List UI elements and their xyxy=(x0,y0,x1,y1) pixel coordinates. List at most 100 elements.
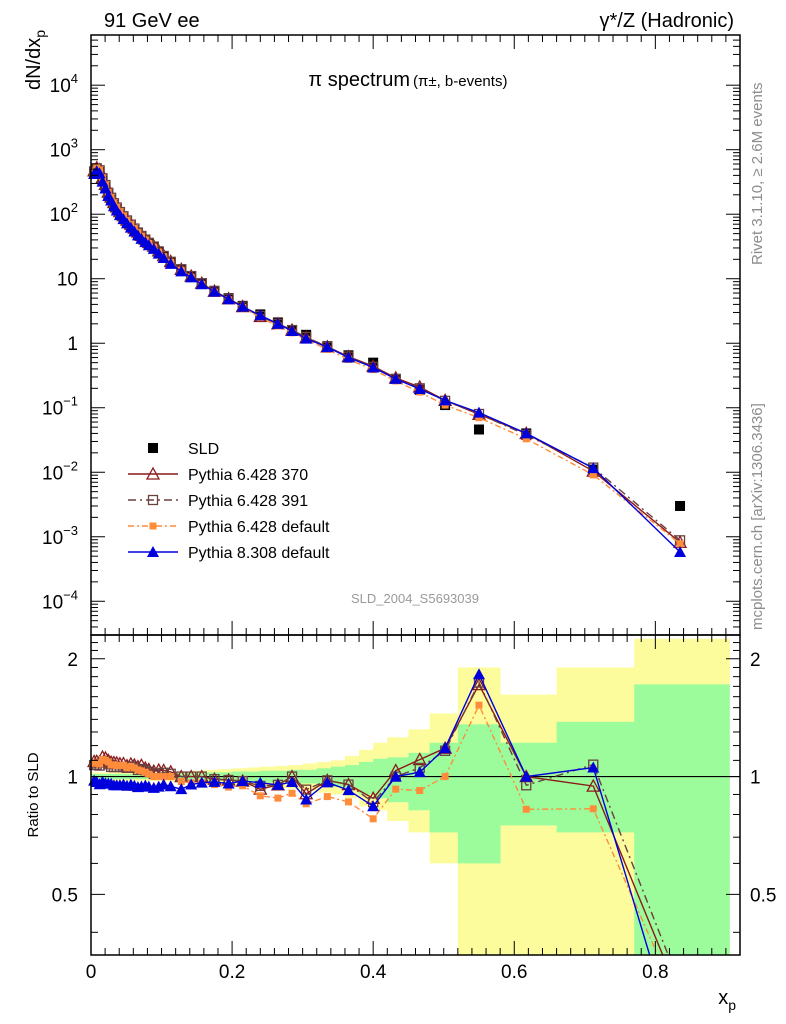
ratio-point-pythia-8-308-default xyxy=(300,793,313,805)
side-note-rivet: Rivet 3.1.10, ≥ 2.6M events xyxy=(749,83,766,266)
ratio-point-pythia-8-308-default xyxy=(208,775,221,787)
point-pythia-6-428-default xyxy=(676,540,684,548)
legend-marker-sld xyxy=(148,443,158,453)
ratio-point-pythia-6-428-default xyxy=(119,761,127,769)
ratio-point-pythia-6-428-default xyxy=(256,792,264,800)
ratio-point-pythia-6-428-default xyxy=(167,773,175,781)
ratio-point-pythia-6-428-default xyxy=(145,770,153,778)
ratio-point-pythia-6-428-default xyxy=(177,777,185,785)
series-line-pythia-6-428-default xyxy=(93,167,681,545)
side-note-mcplots: mcplots.cern.ch [arXiv:1306.3436] xyxy=(749,403,766,630)
ratio-tick-label: 2 xyxy=(67,650,78,671)
y-tick-label: 104 xyxy=(50,71,78,97)
ratio-point-pythia-8-308-default xyxy=(236,775,249,787)
x-axis-label: xp xyxy=(718,987,736,1013)
y-label-main: dN/dx xyxy=(23,38,45,90)
y-tick-label: 10−1 xyxy=(42,394,78,420)
point-pythia-8-308-default xyxy=(587,462,600,474)
point-pythia-8-308-default xyxy=(286,324,299,336)
ratio-point-pythia-8-308-default xyxy=(195,776,208,788)
legend-marker-pythia-8-308-default xyxy=(147,546,159,557)
y-tick-label: 10 xyxy=(57,270,78,291)
legend-label-sld: SLD xyxy=(188,441,219,458)
ratio-point-pythia-8-308-default xyxy=(286,775,299,787)
ratio-point-pythia-8-308-default xyxy=(321,776,334,788)
ratio-point-pythia-6-428-default xyxy=(416,787,424,795)
ratio-point-pythia-8-308-default xyxy=(164,780,177,792)
legend-label-pythia-6-428-391: Pythia 6.428 391 xyxy=(188,493,308,510)
ratio-point-pythia-8-308-default xyxy=(342,784,355,796)
legend-label-pythia-6-428-370: Pythia 6.428 370 xyxy=(188,467,308,484)
legend-marker-pythia-6-428-370 xyxy=(145,466,161,480)
legend-marker-pythia-6-428-391 xyxy=(147,494,159,506)
point-pythia-8-308-default xyxy=(195,278,208,290)
stat-band-bin xyxy=(359,761,374,795)
ratio-point-pythia-6-428-370 xyxy=(412,752,427,766)
ratio-point-pythia-6-428-default xyxy=(96,760,104,768)
ratio-point-pythia-6-428-default xyxy=(441,773,449,781)
axis-ticks: 0 0.2 0.4 0.6 0.8 xyxy=(86,34,740,983)
ratio-point-pythia-6-428-370 xyxy=(586,778,601,792)
ratio-point-pythia-8-308-default xyxy=(254,776,267,788)
point-pythia-8-308-default xyxy=(389,372,402,384)
ratio-point-pythia-6-428-default xyxy=(130,764,138,772)
point-pythia-8-308-default xyxy=(208,285,221,297)
ratio-point-pythia-6-428-default xyxy=(369,815,377,823)
point-pythia-8-308-default xyxy=(367,361,380,373)
chart-title: π spectrum xyxy=(308,69,410,91)
y-tick-label: 10−4 xyxy=(42,587,78,613)
ratio-point-pythia-6-428-default xyxy=(288,789,296,797)
ratio-point-pythia-8-308-default xyxy=(157,778,170,790)
ratio-point-pythia-6-428-default xyxy=(123,764,131,772)
point-pythia-8-308-default xyxy=(520,427,533,439)
ratio-point-pythia-8-308-default xyxy=(222,777,235,789)
ratio-tick-label: 0.5 xyxy=(52,885,78,906)
point-pythia-8-308-default xyxy=(147,242,160,254)
legend-label-pythia-8-308-default: Pythia 8.308 default xyxy=(188,545,330,562)
point-pythia-8-308-default xyxy=(157,251,170,263)
ratio-tick-label: 1 xyxy=(67,768,78,789)
ratio-point-pythia-8-308-default xyxy=(520,770,533,782)
point-pythia-8-308-default xyxy=(271,317,284,329)
y-tick-label: 102 xyxy=(50,200,78,226)
y-tick-label: 10−3 xyxy=(42,523,78,549)
svg-text:dN/dxp: dN/dxp xyxy=(23,30,48,90)
ratio-point-pythia-8-308-default xyxy=(185,778,198,790)
ratio-point-pythia-8-308-default xyxy=(367,800,380,812)
stat-band-bin xyxy=(500,742,557,826)
ratio-point-pythia-6-428-default xyxy=(274,794,282,802)
x-label-main: x xyxy=(718,987,728,1009)
y-label-sub: p xyxy=(32,30,48,38)
ratio-tick-label-right: 0.5 xyxy=(750,885,776,906)
series-line-pythia-8-308-default xyxy=(93,170,681,553)
point-pythia-8-308-default xyxy=(254,309,267,321)
point-pythia-8-308-default xyxy=(674,546,687,558)
point-pythia-8-308-default xyxy=(164,257,177,269)
ratio-point-pythia-8-308-default xyxy=(389,770,402,782)
stat-band-bin xyxy=(373,758,388,799)
ratio-point-pythia-6-428-default xyxy=(323,793,331,801)
ratio-point-pythia-6-428-default xyxy=(344,798,352,806)
ratio-point-pythia-6-428-default xyxy=(392,785,400,793)
point-pythia-6-428-default xyxy=(522,435,530,443)
point-pythia-8-308-default xyxy=(185,271,198,283)
ratio-point-pythia-6-428-default xyxy=(116,761,124,769)
legend-label-pythia-6-428-default: Pythia 6.428 default xyxy=(188,519,330,536)
ratio-point-pythia-6-428-default xyxy=(150,773,158,781)
ratio-point-pythia-8-308-default xyxy=(175,783,188,795)
point-pythia-8-308-default xyxy=(300,332,313,344)
point-pythia-8-308-default xyxy=(413,383,426,395)
point-pythia-8-308-default xyxy=(342,351,355,363)
ratio-point-pythia-8-308-default xyxy=(587,761,600,773)
stat-band-bin xyxy=(457,724,501,864)
ratio-point-pythia-8-308-default xyxy=(439,742,452,754)
analysis-id: SLD_2004_S5693039 xyxy=(351,591,479,606)
x-label-sub: p xyxy=(728,997,736,1013)
ratio-point-pythia-8-308-default xyxy=(413,766,426,778)
ratio-tick-label-right: 2 xyxy=(750,650,761,671)
legend: SLD Pythia 6.428 370 Pythia 6.428 391 Pythi… xyxy=(128,441,330,562)
ratio-point-pythia-6-428-default xyxy=(127,762,135,770)
x-tick-label: 0 xyxy=(86,962,97,983)
series-line-pythia-6-428-370 xyxy=(93,166,681,543)
